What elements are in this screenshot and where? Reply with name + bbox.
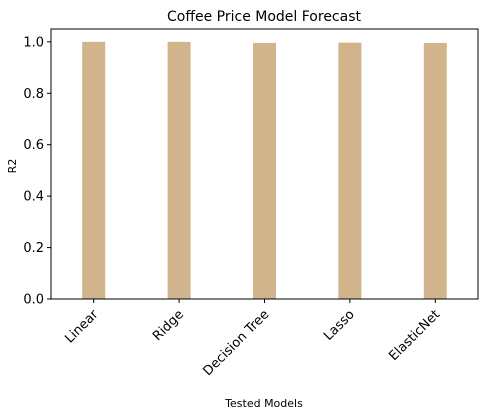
- y-tick-label: 0.8: [23, 87, 44, 102]
- y-tick-label: 0.2: [23, 241, 44, 256]
- bar-ridge: [167, 41, 191, 300]
- bar-linear: [82, 41, 106, 300]
- chart-title: Coffee Price Model Forecast: [167, 9, 362, 25]
- y-tick-label: 1.0: [23, 35, 44, 50]
- x-axis-label: Tested Models: [224, 397, 303, 410]
- plot-area: 0.0 0.2 0.4 0.6 0.8 1.0 Linear Ridge Decision Tr…: [23, 28, 479, 379]
- x-tick-label: ElasticNet: [386, 307, 443, 364]
- y-tick-label: 0.6: [23, 138, 44, 153]
- y-tick-label: 0.0: [23, 293, 44, 308]
- x-tick-label: Decision Tree: [201, 307, 273, 379]
- bar-decision-tree: [253, 42, 276, 299]
- x-tick-label: Ridge: [150, 307, 187, 344]
- y-tick-label: 0.4: [23, 190, 44, 205]
- y-axis-label: R2: [6, 159, 19, 174]
- bar-lasso: [338, 42, 362, 299]
- x-tick-label: Linear: [62, 307, 102, 347]
- bar-elasticnet: [423, 42, 447, 299]
- x-tick-label: Lasso: [321, 307, 358, 344]
